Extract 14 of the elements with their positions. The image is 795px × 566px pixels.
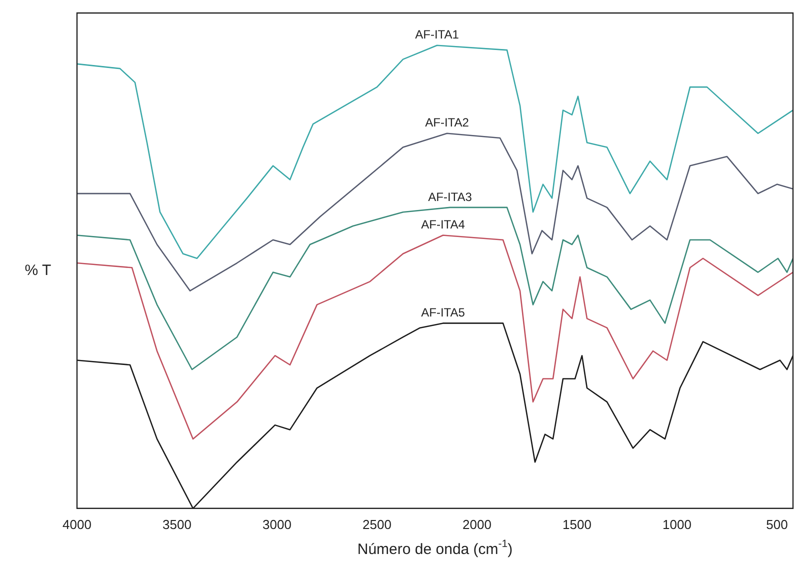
x-tick-label: 1500 <box>562 516 592 532</box>
series-label: AF-ITA5 <box>421 306 466 320</box>
x-tick-label: 500 <box>766 516 788 532</box>
y-axis-title: % T <box>24 262 52 279</box>
x-tick-label: 4000 <box>62 516 92 532</box>
series-label: AF-ITA3 <box>428 190 472 204</box>
x-tick-label: 2000 <box>462 516 492 532</box>
series-label: AF-ITA1 <box>415 28 460 42</box>
series-label: AF-ITA4 <box>421 218 466 232</box>
x-tick-label: 1000 <box>662 516 692 532</box>
x-tick-label: 2500 <box>362 516 392 532</box>
x-tick-label: 3000 <box>262 516 292 532</box>
x-tick-label: 3500 <box>162 516 192 532</box>
series-label: AF-ITA2 <box>425 116 470 130</box>
